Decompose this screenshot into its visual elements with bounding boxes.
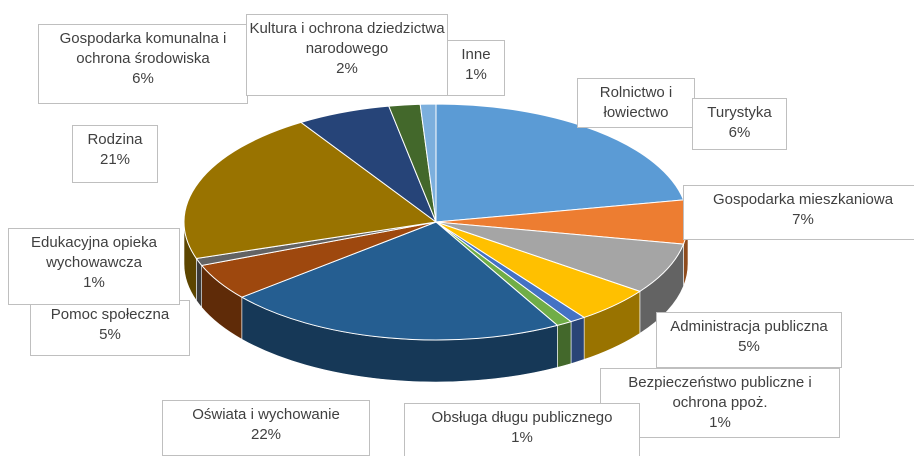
data-label: Gospodarka mieszkaniowa 7% [683, 185, 914, 240]
label-name: Edukacyjna opieka wychowawcza [31, 234, 157, 271]
label-name: Obsługa długu publicznego [431, 409, 613, 426]
label-value: 21% [99, 151, 131, 168]
label-value: 6% [728, 124, 751, 141]
label-name: Oświata i wychowanie [192, 406, 340, 423]
data-label: Rolnictwo i łowiectwo 22% [577, 78, 695, 128]
slice-side [557, 321, 572, 368]
data-label: Oświata i wychowanie 22% [162, 400, 370, 456]
label-value: 1% [709, 414, 731, 431]
data-label: Gospodarka komunalna i ochrona środowisk… [38, 24, 248, 104]
data-label: Rodzina 21% [72, 125, 158, 183]
label-value: 1% [83, 274, 105, 291]
slice-side [570, 317, 585, 365]
label-value: 5% [738, 338, 760, 355]
slice [435, 103, 685, 223]
label-name: Turystyka [707, 104, 772, 121]
label-name: Gospodarka komunalna i ochrona środowisk… [59, 30, 227, 67]
label-name: Rodzina [87, 131, 143, 148]
label-value: 22% [580, 123, 692, 127]
data-label: Pomoc społeczna 5% [30, 300, 190, 356]
label-name: Rolnictwo i łowiectwo [599, 84, 673, 121]
data-label: Edukacyjna opieka wychowawcza 1% [8, 228, 180, 305]
label-name: Administracja publiczna [670, 318, 828, 335]
slice [419, 103, 437, 223]
slice [240, 221, 559, 341]
label-value: 22% [250, 426, 282, 443]
label-value: 7% [792, 211, 814, 228]
data-label: Kultura i ochrona dziedzictwa narodowego… [246, 14, 448, 96]
data-label: Turystyka 6% [692, 98, 787, 150]
label-value: 2% [336, 60, 358, 77]
label-name: Kultura i ochrona dziedzictwa narodowego [249, 20, 445, 57]
label-name: Bezpieczeństwo publiczne i ochrona ppoż. [628, 374, 812, 411]
data-label: Inne 1% [447, 40, 505, 96]
slice [435, 221, 685, 292]
label-name: Inne [461, 46, 491, 63]
slice-side [196, 257, 202, 309]
label-value: 6% [132, 70, 154, 87]
data-label: Bezpieczeństwo publiczne i ochrona ppoż.… [600, 368, 840, 438]
data-label: Obsługa długu publicznego 1% [404, 403, 640, 456]
data-label: Administracja publiczna 5% [656, 312, 842, 368]
label-value: 1% [511, 429, 533, 446]
label-name: Pomoc społeczna [50, 306, 170, 323]
label-name: Gospodarka mieszkaniowa [712, 191, 894, 208]
slice [183, 121, 438, 260]
label-value: 5% [99, 326, 121, 343]
label-value: 1% [465, 66, 487, 83]
